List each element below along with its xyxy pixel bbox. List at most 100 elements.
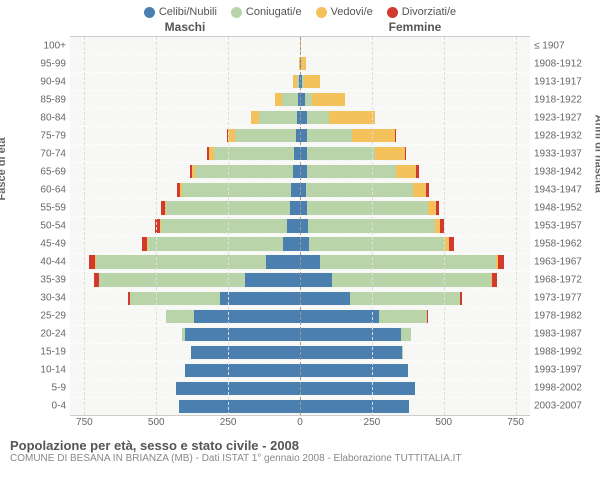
segment-cel (220, 292, 301, 305)
birth-label: 1933-1937 (534, 148, 594, 159)
segment-con (182, 183, 291, 196)
male-bar (70, 37, 300, 54)
birth-label: 1983-1987 (534, 329, 594, 340)
age-label: 35-39 (20, 275, 66, 286)
female-bar (300, 37, 530, 54)
segment-con (307, 129, 352, 142)
x-tick: 750 (76, 417, 93, 428)
birth-label: 1938-1942 (534, 166, 594, 177)
age-label: 50-54 (20, 220, 66, 231)
female-bar (300, 254, 530, 271)
segment-cel (300, 346, 402, 359)
segment-con (161, 219, 288, 232)
segment-div (405, 147, 406, 160)
legend-item: Coniugati/e (231, 6, 302, 18)
birth-label: 1988-1992 (534, 347, 594, 358)
segment-cel (290, 201, 300, 214)
segment-cel (300, 237, 309, 250)
segment-con (99, 273, 246, 286)
female-bar (300, 362, 530, 379)
segment-div (427, 310, 428, 323)
age-label: 25-29 (20, 311, 66, 322)
segment-cel (300, 255, 320, 268)
chart-subtitle: COMUNE DI BESANA IN BRIANZA (MB) - Dati … (10, 453, 590, 464)
female-bar (300, 109, 530, 126)
segment-con (309, 237, 446, 250)
age-label: 40-44 (20, 257, 66, 268)
segment-cel (179, 400, 300, 413)
segment-ved (413, 183, 426, 196)
male-bar (70, 73, 300, 90)
female-bar (300, 55, 530, 72)
segment-ved (301, 57, 305, 70)
birth-label: 1958-1962 (534, 239, 594, 250)
x-axis: 7505002500250500750 (70, 416, 530, 432)
male-bar (70, 236, 300, 253)
male-bar (70, 199, 300, 216)
male-bar (70, 272, 300, 289)
male-bar (70, 217, 300, 234)
age-label: 70-74 (20, 148, 66, 159)
birth-label: 1968-1972 (534, 275, 594, 286)
segment-cel (300, 328, 401, 341)
birth-label: 1998-2002 (534, 383, 594, 394)
segment-div (498, 255, 504, 268)
legend: Celibi/NubiliConiugati/eVedovi/eDivorzia… (0, 0, 600, 20)
chart-title: Popolazione per età, sesso e stato civil… (10, 438, 590, 453)
female-bar (300, 308, 530, 325)
female-bar (300, 127, 530, 144)
segment-con (130, 292, 219, 305)
segment-cel (300, 400, 409, 413)
age-label: 15-19 (20, 347, 66, 358)
segment-ved (428, 201, 436, 214)
female-bar (300, 344, 530, 361)
segment-cel (300, 129, 307, 142)
female-bar (300, 163, 530, 180)
segment-con (401, 328, 411, 341)
center-line (300, 37, 301, 415)
segment-cel (185, 364, 300, 377)
female-bar (300, 290, 530, 307)
x-tick: 250 (364, 417, 381, 428)
birth-label: ≤ 1907 (534, 40, 594, 51)
male-bar (70, 109, 300, 126)
female-bar (300, 145, 530, 162)
age-label: 95-99 (20, 58, 66, 69)
male-bar (70, 181, 300, 198)
x-tick: 0 (297, 417, 303, 428)
segment-con (402, 346, 403, 359)
gridline (228, 37, 229, 415)
legend-label: Divorziati/e (402, 6, 456, 18)
birth-label: 1993-1997 (534, 365, 594, 376)
gridline (372, 37, 373, 415)
segment-ved (251, 111, 260, 124)
legend-dot (316, 7, 327, 18)
segment-cel (300, 219, 308, 232)
gender-headers: Maschi Femmine (0, 20, 600, 36)
legend-item: Divorziati/e (387, 6, 456, 18)
birth-label: 2003-2007 (534, 401, 594, 412)
age-label: 45-49 (20, 239, 66, 250)
legend-dot (144, 7, 155, 18)
segment-cel (194, 310, 300, 323)
segment-ved (275, 93, 282, 106)
birth-label: 1953-1957 (534, 220, 594, 231)
legend-label: Coniugati/e (246, 6, 302, 18)
female-bar (300, 236, 530, 253)
segment-ved (312, 93, 345, 106)
segment-con (332, 273, 492, 286)
segment-ved (228, 129, 235, 142)
segment-con (282, 93, 298, 106)
male-bar (70, 344, 300, 361)
segment-ved (375, 147, 405, 160)
male-bar (70, 380, 300, 397)
birth-label: 1923-1927 (534, 112, 594, 123)
segment-cel (300, 292, 350, 305)
legend-label: Celibi/Nubili (159, 6, 217, 18)
age-label: 20-24 (20, 329, 66, 340)
age-label: 90-94 (20, 76, 66, 87)
plot-area: 100+≤ 190795-991908-191290-941913-191785… (70, 36, 530, 416)
segment-con (379, 310, 426, 323)
segment-div (460, 292, 462, 305)
male-bar (70, 326, 300, 343)
